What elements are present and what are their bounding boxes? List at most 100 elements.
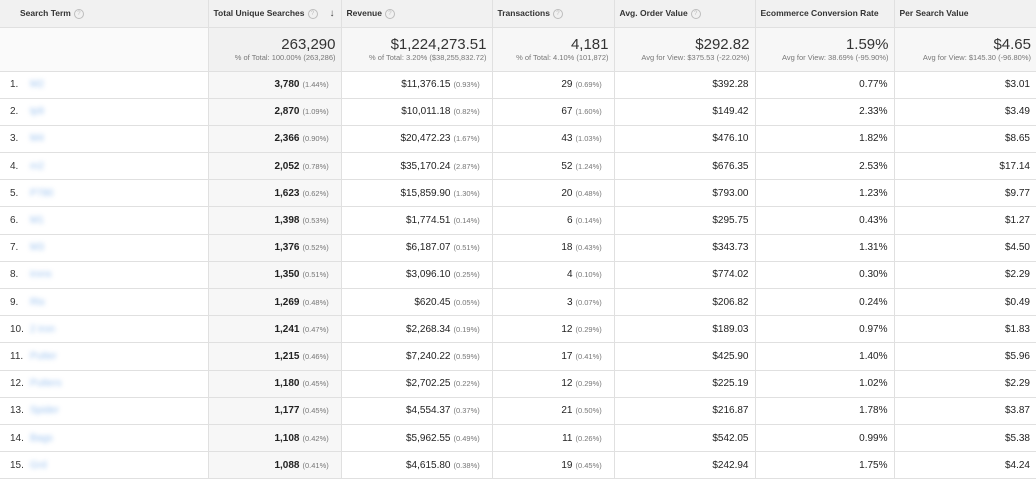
- per-search-value-cell: $4.24: [894, 451, 1036, 479]
- per-search-value-cell: $1.83: [894, 315, 1036, 344]
- column-header-transactions[interactable]: Transactions?: [492, 0, 615, 28]
- revenue-cell: $1,774.51 (0.14%): [341, 206, 493, 235]
- transactions-cell: 6 (0.14%): [492, 206, 615, 235]
- header-row: Search Term? Total Unique Searches? ↓ Rev…: [0, 0, 1036, 28]
- search-term-link[interactable]: Rtx: [30, 296, 45, 308]
- search-term-link[interactable]: Grd: [30, 459, 47, 471]
- unique-searches-cell: 1,215 (0.46%): [208, 342, 342, 371]
- unique-searches-cell: 1,398 (0.53%): [208, 206, 342, 235]
- help-icon[interactable]: ?: [384, 8, 395, 19]
- search-term-link[interactable]: tp9: [30, 106, 44, 118]
- revenue-value: $15,859.90: [400, 187, 451, 199]
- search-term-link[interactable]: irons: [30, 269, 52, 281]
- revenue-value: $620.45: [414, 296, 451, 308]
- transactions-value: 12: [561, 378, 573, 390]
- search-term-link[interactable]: Bags: [30, 432, 53, 444]
- unique-searches-value: 1,088: [274, 459, 300, 471]
- column-header-label: Revenue: [346, 7, 382, 18]
- revenue-cell: $20,472.23 (1.67%): [341, 125, 493, 154]
- search-term-link[interactable]: 2 iron: [30, 323, 56, 335]
- column-header-revenue[interactable]: Revenue?: [341, 0, 493, 28]
- search-term-link[interactable]: M1: [30, 215, 44, 227]
- avg-order-value-cell: $392.28: [614, 71, 756, 99]
- total-value: $1,224,273.51: [390, 35, 487, 53]
- search-term-link[interactable]: M4: [30, 133, 44, 145]
- transactions-percent: (1.03%): [575, 134, 602, 144]
- unique-searches-percent: (0.46%): [302, 351, 329, 361]
- revenue-value: $6,187.07: [406, 242, 451, 254]
- per-search-value-cell: $4.50: [894, 234, 1036, 262]
- transactions-cell: 11 (0.26%): [492, 424, 615, 453]
- table-row: 5. P780 1,623 (0.62%) $15,859.90 (1.30%) 20 (0.…: [0, 179, 1036, 208]
- search-term-link[interactable]: M3: [30, 242, 44, 254]
- unique-searches-percent: (0.51%): [302, 270, 329, 280]
- total-subtext: % of Total: 3.20% ($38,255,832.72): [369, 52, 487, 62]
- unique-searches-value: 1,108: [274, 432, 300, 444]
- help-icon[interactable]: ?: [73, 8, 84, 19]
- column-header-total-unique-searches[interactable]: Total Unique Searches? ↓: [208, 0, 342, 28]
- transactions-value: 17: [561, 350, 573, 362]
- unique-searches-cell: 1,623 (0.62%): [208, 179, 342, 208]
- per-search-value-cell: $5.96: [894, 342, 1036, 371]
- unique-searches-value: 1,177: [274, 405, 300, 417]
- search-term-link[interactable]: Putters: [30, 378, 62, 390]
- transactions-value: 6: [566, 215, 573, 227]
- conversion-rate-cell: 0.30%: [755, 261, 895, 290]
- help-icon[interactable]: ?: [690, 8, 701, 19]
- unique-searches-cell: 1,350 (0.51%): [208, 261, 342, 290]
- transactions-percent: (0.48%): [575, 188, 602, 198]
- search-term-cell: 14. Bags: [0, 424, 209, 453]
- revenue-cell: $6,187.07 (0.51%): [341, 234, 493, 262]
- column-header-ecommerce-conversion-rate[interactable]: Ecommerce Conversion Rate: [755, 0, 895, 28]
- transactions-percent: (1.24%): [575, 161, 602, 171]
- search-term-link[interactable]: Spider: [30, 405, 59, 417]
- help-icon[interactable]: ?: [307, 8, 318, 19]
- avg-order-value-cell: $793.00: [614, 179, 756, 208]
- search-term-cell: 10. 2 iron: [0, 315, 209, 344]
- conversion-rate-cell: 0.24%: [755, 288, 895, 317]
- transactions-value: 67: [561, 106, 573, 118]
- row-number: 6.: [10, 215, 19, 227]
- row-number: 10.: [10, 323, 24, 335]
- transactions-value: 3: [566, 296, 573, 308]
- total-unique-searches-total: 263,290% of Total: 100.00% (263,286): [208, 27, 342, 72]
- transactions-percent: (0.45%): [575, 460, 602, 470]
- unique-searches-percent: (0.53%): [302, 216, 329, 226]
- transactions-value: 4: [566, 269, 573, 281]
- search-term-cell: 9. Rtx: [0, 288, 209, 317]
- column-header-label: Transactions: [497, 7, 550, 18]
- sort-descending-icon[interactable]: ↓: [329, 7, 335, 19]
- revenue-value: $35,170.24: [400, 160, 451, 172]
- unique-searches-cell: 1,088 (0.41%): [208, 451, 342, 479]
- transactions-value: 11: [562, 432, 573, 444]
- column-header-label: Avg. Order Value: [619, 7, 688, 18]
- search-term-link[interactable]: M2: [30, 79, 44, 91]
- per-search-value-cell: $1.27: [894, 206, 1036, 235]
- transactions-value: 20: [561, 187, 573, 199]
- column-header-avg-order-value[interactable]: Avg. Order Value?: [614, 0, 756, 28]
- conversion-rate-cell: 1.02%: [755, 370, 895, 398]
- transactions-cell: 21 (0.50%): [492, 397, 615, 425]
- search-term-link[interactable]: m2: [30, 160, 44, 172]
- column-header-per-search-value[interactable]: Per Search Value: [894, 0, 1036, 28]
- search-term-link[interactable]: Putter: [30, 350, 57, 362]
- transactions-cell: 67 (1.60%): [492, 98, 615, 126]
- revenue-value: $1,774.51: [406, 215, 451, 227]
- avg-order-value-cell: $189.03: [614, 315, 756, 344]
- column-header-search-term[interactable]: Search Term?: [0, 0, 209, 28]
- unique-searches-value: 2,870: [274, 106, 300, 118]
- table-row: 2. tp9 2,870 (1.09%) $10,011.18 (0.82%) 67 (1.6…: [0, 98, 1036, 126]
- search-term-link[interactable]: P780: [30, 187, 54, 199]
- revenue-cell: $2,268.34 (0.19%): [341, 315, 493, 344]
- revenue-cell: $4,615.80 (0.38%): [341, 451, 493, 479]
- row-number: 13.: [10, 405, 24, 417]
- transactions-value: 43: [561, 133, 573, 145]
- column-header-label: Ecommerce Conversion Rate: [760, 8, 879, 19]
- row-number: 14.: [10, 432, 24, 444]
- transactions-percent: (0.29%): [575, 324, 602, 334]
- conversion-rate-cell: 1.31%: [755, 234, 895, 262]
- search-term-cell: 1. M2: [0, 71, 209, 99]
- total-subtext: Avg for View: $375.53 (-22.02%): [641, 52, 750, 62]
- help-icon[interactable]: ?: [552, 8, 563, 19]
- column-header-label: Search Term: [20, 7, 71, 18]
